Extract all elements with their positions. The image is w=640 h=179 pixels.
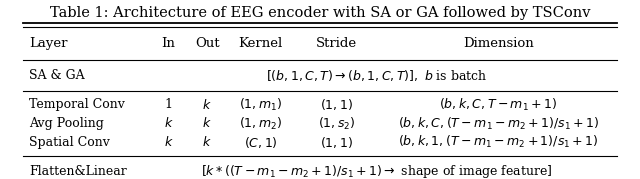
Text: Flatten&Linear: Flatten&Linear — [29, 165, 127, 178]
Text: Avg Pooling: Avg Pooling — [29, 117, 104, 130]
Text: $(b, k, C, (T - m_1 - m_2 + 1)/s_1 + 1)$: $(b, k, C, (T - m_1 - m_2 + 1)/s_1 + 1)$ — [397, 115, 599, 132]
Text: Kernel: Kernel — [239, 37, 283, 50]
Text: Out: Out — [195, 37, 220, 50]
Text: In: In — [161, 37, 175, 50]
Text: $(1, m_2)$: $(1, m_2)$ — [239, 115, 282, 132]
Text: Temporal Conv: Temporal Conv — [29, 98, 125, 111]
Text: $[k * ((T - m_1 - m_2 + 1)/s_1 + 1)\rightarrow$ shape of image feature$]$: $[k * ((T - m_1 - m_2 + 1)/s_1 + 1)\righ… — [200, 163, 552, 179]
Text: $k$: $k$ — [202, 98, 212, 112]
Text: Stride: Stride — [316, 37, 357, 50]
Text: $k$: $k$ — [164, 135, 173, 149]
Text: $(1, s_2)$: $(1, s_2)$ — [317, 115, 355, 132]
Text: Spatial Conv: Spatial Conv — [29, 136, 110, 149]
Text: Dimension: Dimension — [463, 37, 534, 50]
Text: Layer: Layer — [29, 37, 67, 50]
Text: $k$: $k$ — [164, 117, 173, 130]
Text: $(1, m_1)$: $(1, m_1)$ — [239, 97, 282, 113]
Text: 1: 1 — [164, 98, 173, 111]
Text: $(C, 1)$: $(C, 1)$ — [244, 135, 278, 149]
Text: $(1, 1)$: $(1, 1)$ — [320, 135, 353, 149]
Text: $(b, k, 1, (T - m_1 - m_2 + 1)/s_1 + 1)$: $(b, k, 1, (T - m_1 - m_2 + 1)/s_1 + 1)$ — [398, 134, 598, 150]
Text: Table 1: Architecture of EEG encoder with SA or GA followed by TSConv: Table 1: Architecture of EEG encoder wit… — [50, 6, 590, 20]
Text: SA & GA: SA & GA — [29, 69, 84, 82]
Text: $(1, 1)$: $(1, 1)$ — [320, 97, 353, 112]
Text: $k$: $k$ — [202, 135, 212, 149]
Text: $(b, k, C, T - m_1 + 1)$: $(b, k, C, T - m_1 + 1)$ — [439, 97, 557, 113]
Text: $k$: $k$ — [202, 117, 212, 130]
Text: $[(b, 1, C, T)\rightarrow(b, 1, C, T)],\ b$ is batch: $[(b, 1, C, T)\rightarrow(b, 1, C, T)],\… — [266, 68, 487, 83]
